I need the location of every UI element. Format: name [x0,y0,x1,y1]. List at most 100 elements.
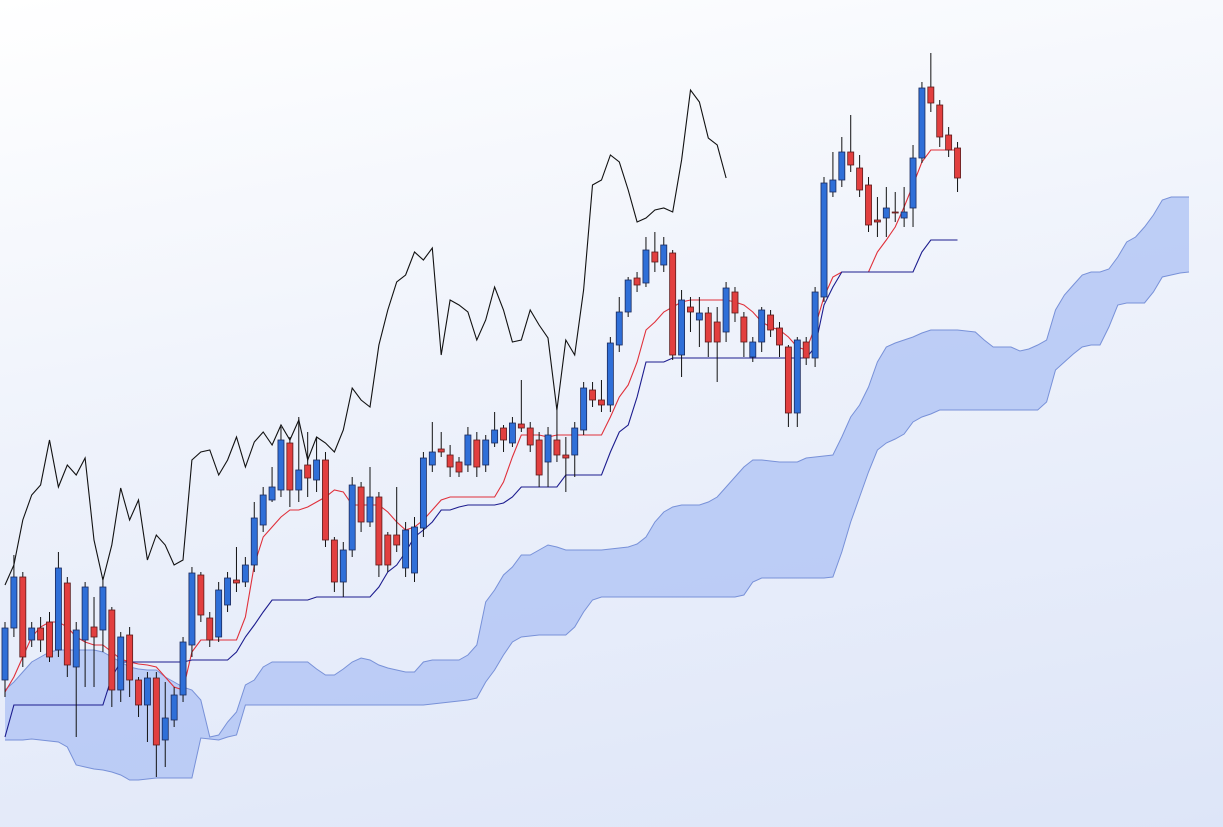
candle-body [473,439,481,468]
candle-body [704,312,712,343]
candle-body [936,104,944,138]
candle-body [357,486,365,523]
candle-body [589,389,596,401]
candle-body [72,629,80,668]
candle-body [793,339,801,414]
candle-body [170,694,178,721]
candle-body [624,279,632,313]
candle-body [882,207,890,219]
candle-body [419,457,427,529]
candle-body [126,634,134,681]
candle-body [411,526,418,574]
candle-body [339,549,347,583]
candle-body [695,312,703,321]
candle-body [464,434,472,466]
candle-body [758,309,766,343]
candle-body [535,439,543,476]
candle-body [865,184,872,226]
candle-body [838,151,846,181]
candle-body [206,617,214,641]
candle-body [811,291,819,359]
candle-body [197,574,205,616]
candle-body [660,244,668,266]
candle-body [117,636,125,691]
candle-body [820,182,828,298]
candle-body [277,439,285,491]
candle-body [678,299,685,356]
candle-body [455,461,463,473]
candle-body [562,454,570,459]
candle-body [446,454,454,468]
candle-body [63,582,71,666]
candle-body [491,429,499,444]
candle-body [437,448,445,453]
candle-body [517,423,525,429]
candle-body [224,577,231,606]
candle-body [500,427,507,441]
candle-body [1,627,9,681]
candle-body [669,252,677,356]
candle-body [188,572,196,646]
candle-body [108,609,116,691]
candle-body [873,219,881,223]
cloud-fill [5,197,1189,780]
candle-body [544,434,552,463]
candle-body [179,641,187,696]
candle-body [918,87,926,159]
candle-body [37,627,45,641]
candle-body [615,311,623,346]
candle-body [856,167,864,191]
candle-body [215,589,223,638]
candle-body [580,387,588,431]
candle-body [295,469,303,491]
candle-body [598,399,605,406]
candle-body [829,179,837,193]
candle-body [722,287,730,333]
candle-body [509,422,516,444]
candle-body [375,496,383,566]
candle-body [313,459,321,481]
candle-body [651,251,659,263]
candle-body [571,427,579,456]
candle-body [241,564,249,583]
indicator-line [4,88,727,586]
candle-body [99,586,107,631]
candle-body [348,484,356,551]
candle-body [776,327,783,346]
candle-body [900,211,908,219]
candle-body [687,306,694,313]
candle-body [268,486,276,501]
candle-body [152,677,160,746]
candle-body [250,517,258,566]
candle-body [784,346,792,414]
candle-body [135,679,142,706]
candle-body [81,586,89,641]
candle-body [927,86,935,104]
candle-body [19,576,27,658]
candle-body [847,151,855,166]
candle-body [802,341,810,359]
candle-body [428,451,436,466]
candle-body [304,464,312,479]
candle-body [945,134,953,151]
indicator-line [4,149,958,693]
candle-body [713,321,721,343]
candle-body [482,439,490,466]
candle-body [731,291,739,314]
candle-body [90,626,98,638]
candle-body [10,576,18,629]
candle-body [330,539,338,583]
candle-body [384,534,392,566]
candle-body [642,249,650,284]
candle-body [366,496,374,523]
candle-body [54,567,62,651]
candle-body [233,579,240,584]
candle-body [767,314,775,331]
candle-body [161,717,169,741]
candle-body [740,316,748,343]
candle-body [322,459,329,541]
candle-body [909,157,917,209]
candle-body [28,627,36,641]
